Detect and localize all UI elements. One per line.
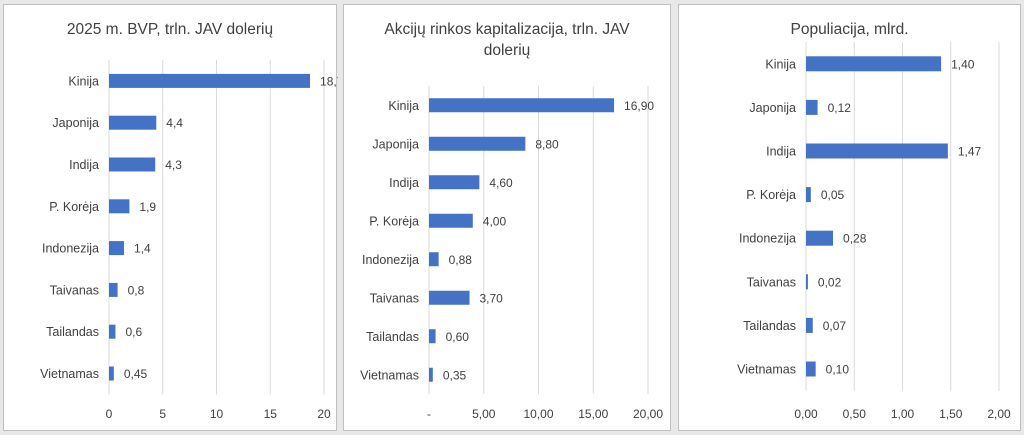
category-label: Tailandas: [366, 330, 419, 344]
category-label: Japonija: [749, 101, 796, 115]
x-tick-label: 15,00: [578, 407, 608, 421]
bar: [109, 282, 118, 297]
data-label: 4,4: [166, 116, 183, 130]
data-label: 0,28: [843, 232, 867, 246]
bar: [806, 274, 808, 290]
category-label: P. Korėja: [369, 214, 419, 228]
bar: [806, 230, 834, 246]
category-label: Taivanas: [50, 283, 99, 297]
market-cap-chart: - 5,00 10,00 15,00 20,00 Kinija 16,90 Japonija 8…: [360, 86, 663, 421]
category-label: Kinija: [388, 99, 419, 113]
category-label: Kinija: [765, 57, 796, 71]
category-label: Indonezija: [362, 253, 419, 267]
bar: [429, 175, 480, 190]
gdp-chart-panel: 2025 m. BVP, trln. JAV dolerių 0 5 10 15 20 K…: [3, 4, 338, 431]
bar: [109, 157, 156, 172]
data-label: 8,80: [535, 137, 559, 151]
x-tick-label: 0,00: [794, 407, 818, 421]
category-label: Japonija: [52, 116, 99, 130]
bar: [806, 361, 816, 377]
data-label: 0,12: [828, 101, 852, 115]
bar: [429, 252, 439, 267]
data-label: 0,10: [826, 363, 850, 377]
chart-title: 2025 m. BVP, trln. JAV dolerių: [66, 21, 274, 38]
bar: [806, 143, 948, 159]
data-label: 0,88: [449, 253, 473, 267]
bar: [806, 317, 813, 333]
data-label: 0,6: [125, 325, 142, 339]
category-label: Kinija: [68, 74, 99, 88]
category-label: Taivanas: [747, 275, 796, 289]
category-label: Indija: [69, 158, 99, 172]
data-label: 1,40: [951, 57, 975, 71]
category-label: Taivanas: [370, 291, 419, 305]
category-label: Tailandas: [743, 319, 796, 333]
data-label: 0,45: [124, 367, 148, 381]
x-tick-label: -: [427, 407, 431, 421]
data-label: 1,47: [958, 145, 982, 159]
x-tick-label: 15: [264, 407, 278, 421]
data-label: 18,7: [320, 74, 338, 88]
data-label: 16,90: [624, 99, 654, 113]
data-label: 0,02: [818, 275, 842, 289]
data-label: 0,8: [128, 283, 145, 297]
category-label: Indonezija: [42, 242, 99, 256]
data-label: 0,05: [821, 188, 845, 202]
category-label: Vietnamas: [360, 368, 419, 382]
x-tick-label: 5,00: [472, 407, 496, 421]
chart-title: Akcijų rinkos kapitalizacija, trln. JAV …: [384, 21, 630, 59]
x-tick-label: 1,50: [939, 407, 963, 421]
x-tick-label: 2,00: [987, 407, 1011, 421]
x-tick-label: 1,00: [891, 407, 915, 421]
market-cap-chart-panel: Akcijų rinkos kapitalizacija, trln. JAV …: [343, 4, 671, 431]
bar: [109, 115, 157, 130]
category-label: Vietnamas: [737, 363, 796, 377]
bar: [429, 290, 470, 305]
category-label: Indija: [389, 176, 419, 190]
chart-title: Populiacija, mlrd.: [790, 21, 909, 38]
category-label: Japonija: [372, 137, 419, 151]
data-label: 1,9: [139, 200, 156, 214]
bar: [109, 241, 125, 256]
bar: [429, 98, 615, 113]
data-label: 4,60: [489, 176, 513, 190]
data-label: 4,3: [165, 158, 182, 172]
bar: [109, 324, 116, 339]
x-tick-label: 5: [159, 407, 166, 421]
category-label: P. Korėja: [746, 188, 796, 202]
x-tick-label: 10: [210, 407, 224, 421]
data-label: 1,4: [134, 242, 151, 256]
category-label: P. Korėja: [49, 200, 99, 214]
bar: [109, 73, 311, 88]
category-label: Indija: [766, 145, 796, 159]
data-label: 0,07: [823, 319, 847, 333]
x-tick-label: 10,00: [523, 407, 553, 421]
x-tick-label: 0: [106, 407, 113, 421]
data-label: 4,00: [483, 214, 507, 228]
population-chart-panel: Populiacija, mlrd. 0,00 0,50 1,00 1,50 2,00 K…: [678, 4, 1021, 431]
data-label: 3,70: [480, 291, 504, 305]
category-label: Vietnamas: [40, 367, 99, 381]
x-tick-label: 0,50: [843, 407, 867, 421]
bar: [429, 329, 436, 344]
x-tick-label: 20: [317, 407, 331, 421]
data-label: 0,60: [446, 330, 470, 344]
bar: [806, 56, 942, 72]
data-label: 0,35: [443, 368, 467, 382]
bar: [429, 367, 433, 382]
bar: [109, 199, 130, 214]
gdp-chart: 0 5 10 15 20 Kinija 18,7 Japonija 4,4 Indija 4,3 P.…: [40, 60, 338, 421]
bar: [806, 99, 818, 115]
bar: [429, 213, 473, 228]
bar: [109, 366, 114, 381]
category-label: Tailandas: [46, 325, 99, 339]
population-chart: 0,00 0,50 1,00 1,50 2,00 Kinija 1,40 Japonija 0,…: [737, 42, 1011, 421]
bar: [806, 187, 811, 203]
category-label: Indonezija: [739, 232, 796, 246]
bar: [429, 136, 526, 151]
x-tick-label: 20,00: [633, 407, 663, 421]
